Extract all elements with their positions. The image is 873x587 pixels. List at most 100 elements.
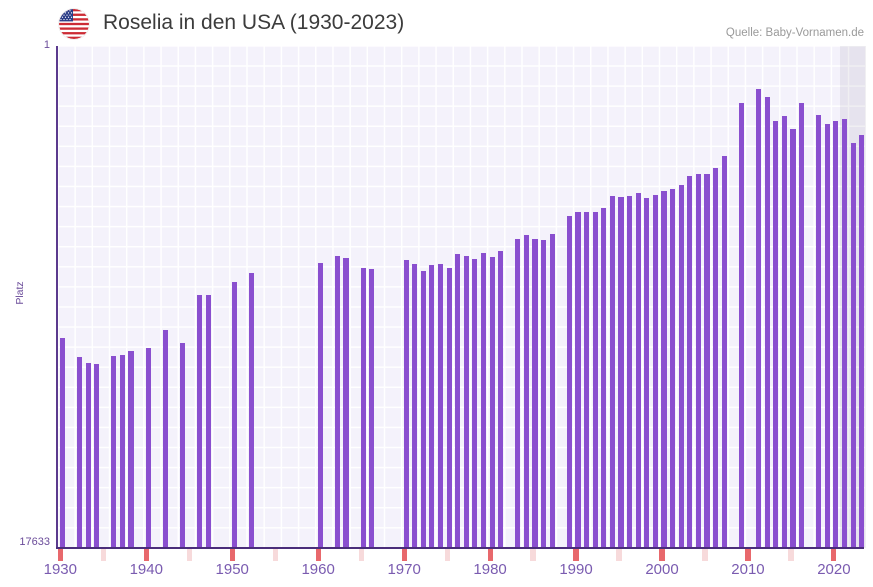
bar[interactable] xyxy=(231,282,237,548)
bar[interactable] xyxy=(334,255,340,548)
bar[interactable] xyxy=(850,142,856,548)
bar[interactable] xyxy=(687,175,693,548)
bar[interactable] xyxy=(420,270,426,548)
bar[interactable] xyxy=(532,239,538,548)
tick-marker-half-decade xyxy=(358,549,364,561)
bar[interactable] xyxy=(59,338,65,548)
bar[interactable] xyxy=(764,96,770,548)
bar[interactable] xyxy=(197,294,203,548)
bar[interactable] xyxy=(592,211,598,548)
bar[interactable] xyxy=(566,215,573,548)
bar[interactable] xyxy=(781,115,787,548)
tick-marker-half-decade xyxy=(100,549,106,561)
bar[interactable] xyxy=(773,120,779,548)
bar[interactable] xyxy=(721,155,727,548)
bar[interactable] xyxy=(859,134,865,548)
bar[interactable] xyxy=(480,252,487,548)
bar[interactable] xyxy=(455,254,461,548)
bar[interactable] xyxy=(704,173,710,548)
bar[interactable] xyxy=(76,357,83,548)
plot-area xyxy=(56,46,866,548)
tick-marker-decade xyxy=(573,549,579,561)
bar[interactable] xyxy=(119,355,126,548)
bar[interactable] xyxy=(541,239,547,548)
bar[interactable] xyxy=(549,233,555,548)
x-axis-tick-labels: 1930 1940 1950 1960 1970 1980 1990 2000 2010 2020 xyxy=(0,561,873,587)
x-axis-label-1990: 1990 xyxy=(559,561,593,578)
bar[interactable] xyxy=(695,174,701,548)
tick-marker-decade xyxy=(143,549,149,561)
bar[interactable] xyxy=(515,238,521,548)
bar[interactable] xyxy=(798,102,805,548)
bar[interactable] xyxy=(429,265,435,548)
bar[interactable] xyxy=(463,256,469,548)
x-axis-tick-markers xyxy=(56,549,864,561)
tick-marker-decade xyxy=(401,549,407,561)
tick-marker-decade xyxy=(229,549,235,561)
bar[interactable] xyxy=(446,267,452,548)
bar[interactable] xyxy=(162,329,169,548)
bar[interactable] xyxy=(609,196,615,548)
bar[interactable] xyxy=(575,211,581,548)
x-axis-label-2010: 2010 xyxy=(731,561,765,578)
bar[interactable] xyxy=(437,263,444,548)
bar[interactable] xyxy=(369,268,375,548)
tick-marker-half-decade xyxy=(272,549,278,561)
bar[interactable] xyxy=(618,197,624,548)
bar[interactable] xyxy=(670,189,676,548)
bar[interactable] xyxy=(360,268,366,548)
bar-series xyxy=(58,46,866,548)
bar[interactable] xyxy=(317,262,323,548)
bar[interactable] xyxy=(627,195,633,548)
tick-marker-decade xyxy=(315,549,321,561)
bar[interactable] xyxy=(489,257,495,548)
x-axis-label-1970: 1970 xyxy=(387,561,421,578)
bar[interactable] xyxy=(601,208,607,548)
tick-marker-decade xyxy=(487,549,493,561)
bar[interactable] xyxy=(523,235,530,548)
bar[interactable] xyxy=(816,114,822,548)
bar[interactable] xyxy=(403,259,409,548)
bar[interactable] xyxy=(248,272,254,548)
bar[interactable] xyxy=(94,364,100,548)
bar[interactable] xyxy=(738,103,744,548)
bar[interactable] xyxy=(472,258,478,548)
bar[interactable] xyxy=(343,257,349,548)
x-axis-label-1940: 1940 xyxy=(129,561,163,578)
bar[interactable] xyxy=(841,119,848,548)
x-axis-label-1960: 1960 xyxy=(301,561,335,578)
tick-marker-decade xyxy=(57,549,63,561)
tick-marker-decade xyxy=(831,549,837,561)
bar[interactable] xyxy=(111,355,117,548)
bar[interactable] xyxy=(644,197,650,548)
bar[interactable] xyxy=(205,294,211,548)
tick-marker-decade xyxy=(745,549,751,561)
bar[interactable] xyxy=(678,184,684,548)
bar[interactable] xyxy=(712,168,719,548)
bar[interactable] xyxy=(498,250,504,548)
bar[interactable] xyxy=(652,194,658,548)
x-axis-line xyxy=(56,547,864,549)
bar[interactable] xyxy=(833,120,839,548)
x-axis-label-1930: 1930 xyxy=(43,561,77,578)
bar[interactable] xyxy=(412,263,418,548)
source-attribution: Quelle: Baby-Vornamen.de xyxy=(725,27,864,39)
x-axis-label-2020: 2020 xyxy=(817,561,851,578)
bar[interactable] xyxy=(85,363,91,548)
x-axis-label-1950: 1950 xyxy=(215,561,249,578)
bar[interactable] xyxy=(145,348,151,548)
x-axis-label-2000: 2000 xyxy=(645,561,679,578)
bar[interactable] xyxy=(790,129,796,548)
bar[interactable] xyxy=(755,88,762,548)
us-flag-icon xyxy=(59,9,89,39)
bar[interactable] xyxy=(661,191,667,548)
chart-header: Roselia in den USA (1930-2023) Quelle: B… xyxy=(0,0,873,46)
bar[interactable] xyxy=(128,350,134,548)
bar[interactable] xyxy=(824,124,830,548)
tick-marker-half-decade xyxy=(530,549,536,561)
bar[interactable] xyxy=(635,192,641,548)
bar[interactable] xyxy=(180,342,186,548)
tick-marker-half-decade xyxy=(186,549,192,561)
bar[interactable] xyxy=(584,211,590,548)
y-axis-title: Platz xyxy=(14,281,26,305)
